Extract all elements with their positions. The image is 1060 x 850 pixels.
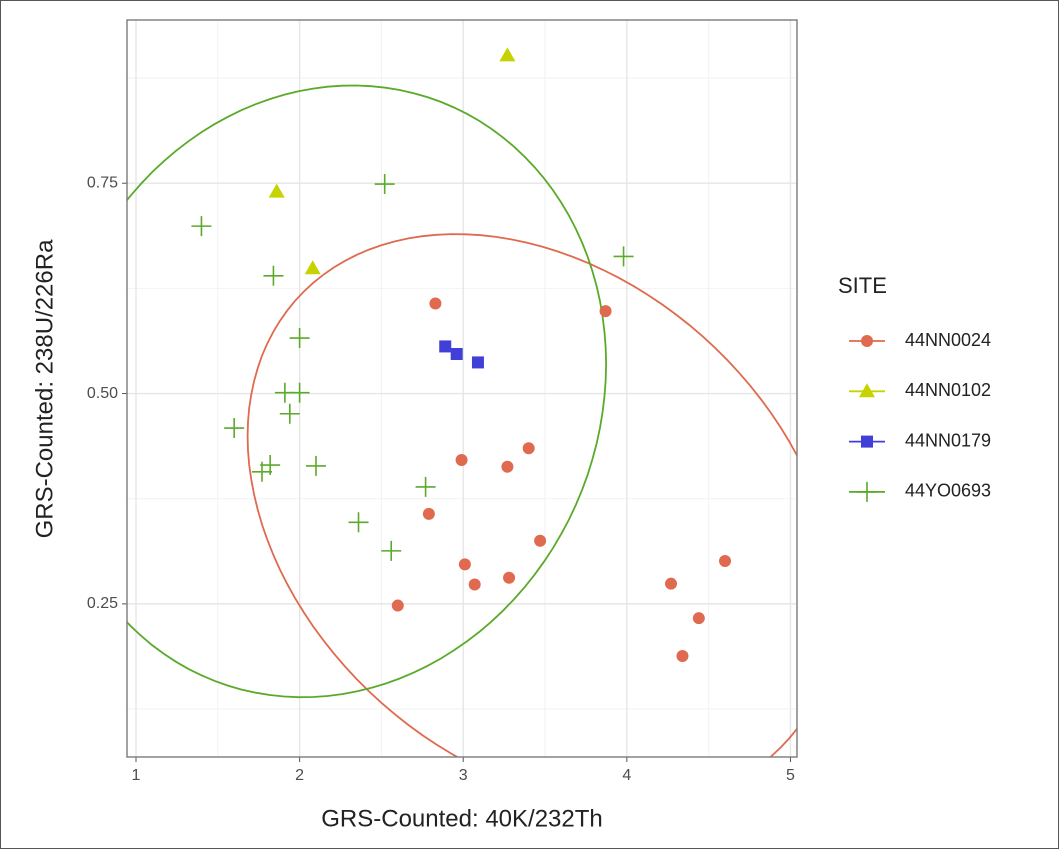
point bbox=[471, 356, 484, 369]
legend-marker bbox=[861, 335, 873, 347]
point bbox=[415, 476, 436, 497]
point bbox=[599, 305, 612, 318]
point bbox=[676, 650, 689, 663]
legend-label: 44NN0179 bbox=[905, 430, 991, 450]
point bbox=[665, 577, 678, 590]
point bbox=[251, 461, 272, 482]
point bbox=[279, 403, 300, 424]
point bbox=[305, 455, 326, 476]
point bbox=[191, 216, 212, 237]
legend-title: SITE bbox=[838, 273, 887, 298]
point bbox=[522, 442, 535, 455]
legend-marker bbox=[859, 383, 875, 398]
point bbox=[304, 260, 321, 275]
x-tick-label: 3 bbox=[459, 767, 468, 784]
legend-item: 44NN0024 bbox=[849, 330, 991, 350]
point bbox=[719, 554, 732, 567]
point bbox=[422, 507, 435, 520]
point bbox=[429, 297, 442, 310]
point bbox=[499, 47, 516, 62]
y-tick-label: 0.25 bbox=[87, 595, 118, 612]
legend-item: 44NN0179 bbox=[849, 430, 991, 450]
legend-label: 44YO0693 bbox=[905, 481, 991, 501]
y-axis-title: GRS-Counted: 238U/226Ra bbox=[31, 239, 58, 538]
legend-item: 44YO0693 bbox=[849, 481, 991, 502]
point bbox=[503, 571, 516, 584]
point bbox=[263, 265, 284, 286]
point bbox=[289, 328, 310, 349]
legend-item: 44NN0102 bbox=[849, 380, 991, 400]
point bbox=[501, 460, 514, 473]
x-tick-label: 1 bbox=[132, 767, 141, 784]
point bbox=[289, 382, 310, 403]
point bbox=[455, 454, 468, 467]
point bbox=[468, 578, 481, 591]
x-axis-title: GRS-Counted: 40K/232Th bbox=[321, 805, 603, 832]
point bbox=[391, 599, 404, 612]
plot-panel bbox=[127, 20, 797, 757]
y-tick-label: 0.75 bbox=[87, 174, 118, 191]
y-tick-label: 0.50 bbox=[87, 385, 118, 402]
ellipse bbox=[127, 84, 607, 699]
legend-label: 44NN0102 bbox=[905, 380, 991, 400]
point bbox=[534, 534, 547, 547]
x-tick-label: 2 bbox=[295, 767, 304, 784]
panel-border bbox=[126, 19, 798, 758]
x-tick-label: 5 bbox=[786, 767, 795, 784]
point bbox=[450, 348, 463, 361]
point bbox=[374, 174, 395, 195]
legend-marker bbox=[857, 481, 877, 502]
point bbox=[381, 540, 402, 561]
point bbox=[613, 246, 634, 267]
point bbox=[224, 418, 245, 439]
legend-marker bbox=[861, 435, 873, 448]
point bbox=[268, 183, 285, 198]
point bbox=[439, 340, 452, 353]
point bbox=[692, 612, 705, 625]
point bbox=[458, 558, 471, 571]
point bbox=[348, 512, 369, 533]
legend-label: 44NN0024 bbox=[905, 330, 991, 350]
x-tick-label: 4 bbox=[622, 767, 631, 784]
ellipse bbox=[246, 233, 797, 757]
